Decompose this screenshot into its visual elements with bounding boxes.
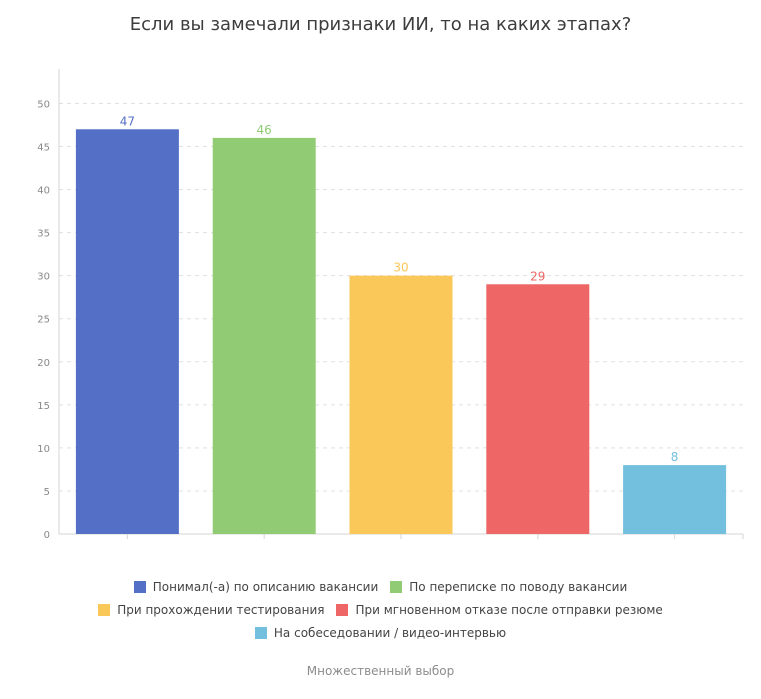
y-tick-label: 40	[37, 186, 50, 197]
y-tick-label: 45	[37, 143, 50, 154]
data-label: 30	[393, 261, 408, 275]
legend-label: При прохождении тестирования	[117, 602, 325, 617]
y-tick-label: 35	[37, 229, 50, 240]
y-tick-label: 50	[37, 99, 50, 110]
legend-row-1: Понимал(-а) по описанию вакансии По пере…	[0, 575, 761, 598]
y-tick-label: 30	[37, 272, 50, 283]
legend-item-instant-rejection[interactable]: При мгновенном отказе после отправки рез…	[336, 602, 663, 617]
y-tick-label: 5	[44, 487, 50, 498]
chart-title: Если вы замечали признаки ИИ, то на каки…	[129, 14, 632, 35]
bar	[75, 129, 179, 534]
bars	[75, 129, 727, 534]
y-tick-label: 0	[44, 530, 50, 541]
bar	[212, 137, 316, 534]
data-label: 29	[530, 269, 545, 283]
legend-swatch	[390, 580, 403, 593]
data-label: 46	[257, 123, 272, 137]
legend-swatch	[254, 626, 267, 639]
bar	[349, 275, 453, 534]
bar	[486, 284, 590, 534]
bar-chart: 0 5 10 15 20 25 30 35 40 45 50 47 46 30 29 8	[37, 69, 744, 541]
legend-row-2: При прохождении тестирования При мгновен…	[0, 598, 761, 621]
legend-item-description[interactable]: Понимал(-а) по описанию вакансии	[133, 579, 379, 594]
legend-swatch	[336, 603, 349, 616]
footnote: Множественный выбор	[306, 664, 455, 678]
y-tick-label: 15	[37, 401, 50, 412]
data-labels: 47 46 30 29 8	[120, 114, 679, 464]
bar	[623, 465, 727, 534]
legend-label: При мгновенном отказе после отправки рез…	[355, 602, 663, 617]
legend-label: На собеседовании / видео-интервью	[273, 625, 507, 640]
y-tick-label: 20	[37, 358, 50, 369]
legend-swatch	[98, 603, 111, 616]
y-tick-label: 10	[37, 444, 50, 455]
y-tick-label: 25	[37, 315, 50, 326]
data-label: 8	[671, 450, 679, 464]
legend: Понимал(-а) по описанию вакансии По пере…	[0, 575, 761, 644]
y-tick-labels: 0 5 10 15 20 25 30 35 40 45 50	[37, 99, 50, 541]
legend-row-3: На собеседовании / видео-интервью	[0, 621, 761, 644]
legend-label: Понимал(-а) по описанию вакансии	[152, 579, 379, 594]
legend-item-correspondence[interactable]: По переписке по поводу вакансии	[390, 580, 627, 594]
legend-swatch	[133, 580, 146, 593]
data-label: 47	[120, 114, 135, 128]
legend-item-interview[interactable]: На собеседовании / видео-интервью	[254, 625, 507, 640]
legend-label: По переписке по поводу вакансии	[409, 579, 628, 594]
legend-item-testing[interactable]: При прохождении тестирования	[98, 603, 324, 617]
